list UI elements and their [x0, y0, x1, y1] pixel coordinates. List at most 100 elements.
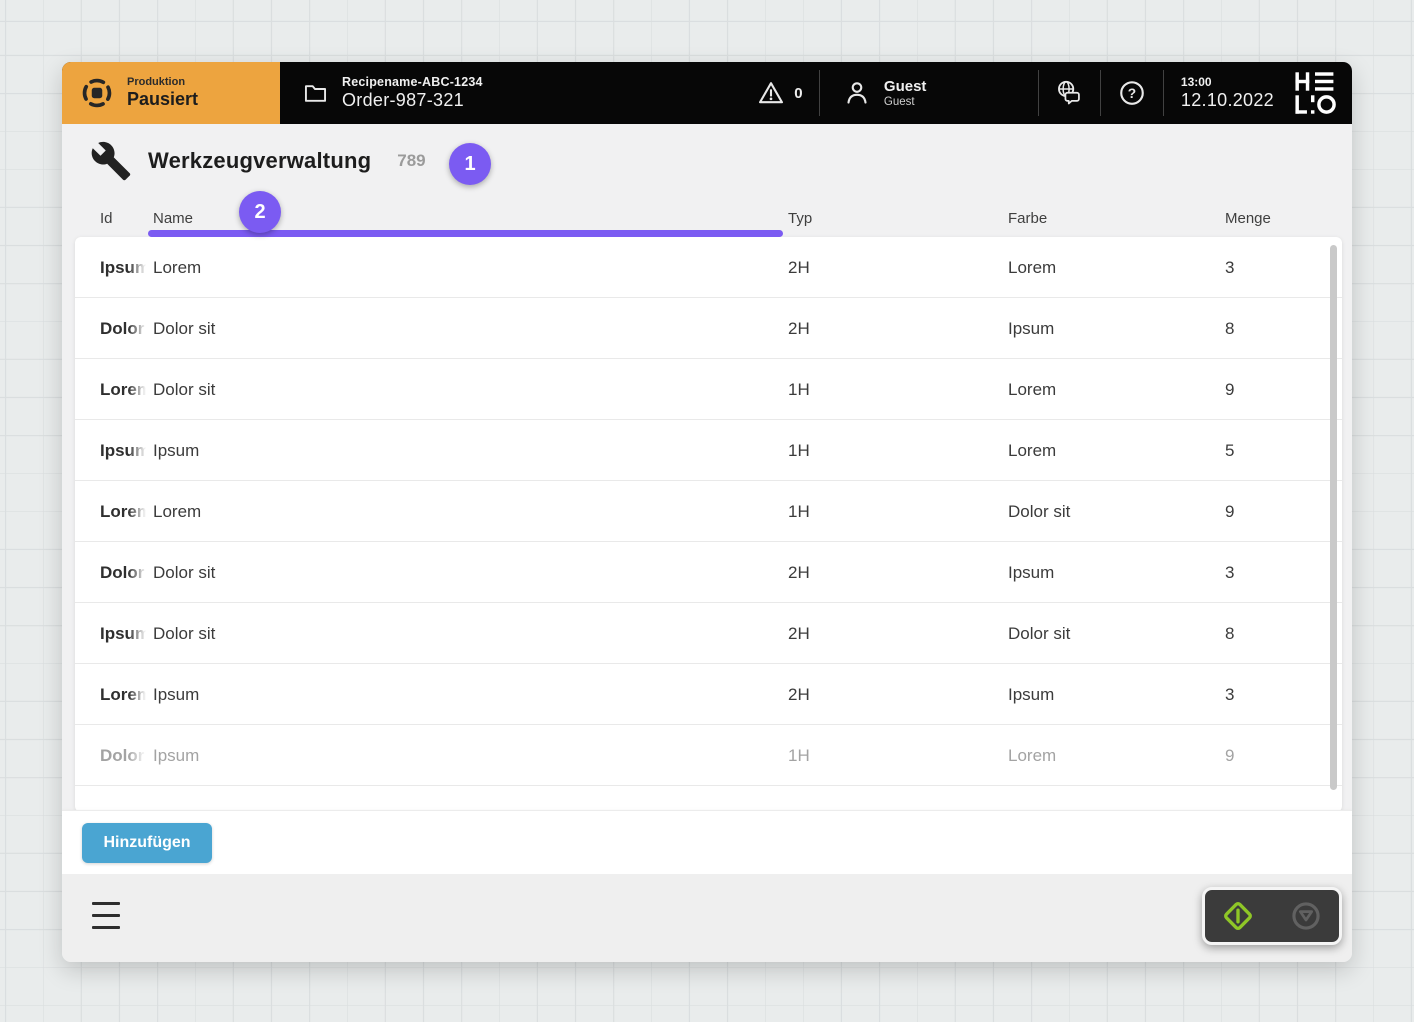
table-row[interactable]: Ipsum Ipsum 1H Lorem 5	[75, 420, 1342, 481]
helio-logo	[1288, 62, 1352, 124]
table-row[interactable]: Dolor Ipsum 1H Lorem 9	[75, 725, 1342, 786]
warning-icon	[757, 79, 785, 107]
cell-name: Ipsum	[153, 441, 200, 460]
clock-block: 13:00 12.10.2022	[1164, 62, 1288, 124]
cell-typ: 2H	[788, 624, 810, 643]
user-name: Guest	[883, 78, 927, 95]
table-body: Ipsum Lorem 2H Lorem 3 Dolor Dolor sit 2…	[75, 237, 1342, 786]
column-header-name: Name	[153, 210, 194, 227]
annotation-badge-1: 1	[449, 143, 491, 185]
cell-name: Dolor sit	[153, 624, 216, 643]
cell-typ: 1H	[788, 746, 810, 765]
cell-name: Ipsum	[153, 746, 200, 765]
table-row[interactable]: Dolor Dolor sit 2H Ipsum 8	[75, 298, 1342, 359]
cell-typ: 1H	[788, 441, 810, 460]
action-strip: Hinzufügen	[62, 810, 1352, 874]
divider	[818, 70, 820, 116]
cell-menge: 3	[1225, 258, 1235, 277]
language-button[interactable]	[1039, 62, 1100, 124]
help-button[interactable]: ?	[1101, 62, 1163, 124]
recipe-name: Recipename-ABC-1234	[342, 75, 483, 89]
divider	[1162, 70, 1164, 116]
cell-id: Dolor	[100, 319, 145, 338]
production-state: Pausiert	[127, 89, 199, 109]
cell-menge: 9	[1225, 502, 1235, 521]
svg-text:?: ?	[1128, 86, 1136, 101]
cell-typ: 2H	[788, 258, 810, 277]
cell-menge: 9	[1225, 380, 1235, 399]
cell-id: Lorem	[100, 380, 146, 399]
tool-table: Ipsum Lorem 2H Lorem 3 Dolor Dolor sit 2…	[75, 237, 1342, 812]
folder-icon	[302, 80, 329, 107]
alarm-indicator[interactable]: 0	[741, 62, 819, 124]
cell-typ: 2H	[788, 319, 810, 338]
cell-menge: 3	[1225, 685, 1235, 704]
annotation-underline-name-column	[148, 230, 783, 237]
clock-time: 13:00	[1180, 75, 1212, 89]
table-scrollbar[interactable]	[1330, 245, 1337, 790]
table-row[interactable]: Lorem Lorem 1H Dolor sit 9	[75, 481, 1342, 542]
user-menu[interactable]: Guest Guest	[820, 62, 1038, 124]
top-bar: Produktion Pausiert Recipename-ABC-1234 …	[62, 62, 1352, 124]
cell-typ: 1H	[788, 502, 810, 521]
cell-name: Ipsum	[153, 685, 200, 704]
clock-date: 12.10.2022	[1180, 90, 1274, 110]
cell-typ: 1H	[788, 380, 810, 399]
language-globe-icon	[1054, 78, 1084, 108]
cell-farbe: Ipsum	[1008, 563, 1055, 582]
stop-button[interactable]	[1285, 895, 1327, 937]
item-count: 789	[397, 151, 426, 170]
footer-bar	[62, 874, 1352, 962]
divider	[1099, 70, 1101, 116]
cell-farbe: Lorem	[1008, 746, 1057, 765]
cell-menge: 8	[1225, 624, 1235, 643]
user-role: Guest	[883, 96, 915, 108]
wrench-icon	[90, 140, 132, 182]
cell-id: Dolor	[100, 746, 145, 765]
cell-farbe: Ipsum	[1008, 319, 1055, 338]
machine-control-cluster	[1202, 887, 1342, 945]
cell-typ: 2H	[788, 685, 810, 704]
order-name: Order-987-321	[342, 90, 464, 110]
page-title: Werkzeugverwaltung	[148, 148, 372, 173]
menu-button[interactable]	[92, 902, 120, 929]
stop-triangle-icon	[1292, 902, 1320, 930]
column-header-menge: Menge	[1225, 210, 1271, 227]
cell-name: Dolor sit	[153, 319, 216, 338]
table-row[interactable]: Lorem Ipsum 2H Ipsum 3	[75, 664, 1342, 725]
cell-id: Ipsum	[100, 441, 146, 460]
cell-menge: 5	[1225, 441, 1235, 460]
recipe-order-block[interactable]: Recipename-ABC-1234 Order-987-321	[302, 62, 483, 124]
cell-id: Ipsum	[100, 258, 146, 277]
column-header-id: Id	[100, 210, 113, 227]
cell-name: Lorem	[153, 258, 202, 277]
annotation-badge-2: 2	[239, 191, 281, 233]
divider	[1037, 70, 1039, 116]
app-window: Produktion Pausiert Recipename-ABC-1234 …	[62, 62, 1352, 962]
cell-farbe: Lorem	[1008, 441, 1057, 460]
cell-farbe: Ipsum	[1008, 685, 1055, 704]
column-header-typ: Typ	[788, 210, 813, 227]
production-label: Produktion	[127, 76, 186, 88]
table-row[interactable]: Lorem Dolor sit 1H Lorem 9	[75, 359, 1342, 420]
cell-name: Dolor sit	[153, 563, 216, 582]
cell-menge: 8	[1225, 319, 1235, 338]
cell-typ: 2H	[788, 563, 810, 582]
cell-id: Lorem	[100, 685, 146, 704]
cell-name: Dolor sit	[153, 380, 216, 399]
cell-menge: 3	[1225, 563, 1235, 582]
add-button[interactable]: Hinzufügen	[82, 823, 212, 863]
production-status-badge[interactable]: Produktion Pausiert	[62, 62, 280, 124]
start-diamond-icon	[1224, 902, 1252, 930]
help-icon: ?	[1117, 78, 1147, 108]
cell-farbe: Lorem	[1008, 258, 1057, 277]
table-row[interactable]: Ipsum Dolor sit 2H Dolor sit 8	[75, 603, 1342, 664]
table-row[interactable]: Ipsum Lorem 2H Lorem 3	[75, 237, 1342, 298]
alarm-count: 0	[794, 84, 803, 102]
cell-id: Dolor	[100, 563, 145, 582]
table-row[interactable]: Dolor Dolor sit 2H Ipsum 3	[75, 542, 1342, 603]
cell-id: Lorem	[100, 502, 146, 521]
start-button[interactable]	[1217, 895, 1259, 937]
cell-farbe: Lorem	[1008, 380, 1057, 399]
cell-farbe: Dolor sit	[1008, 624, 1071, 643]
